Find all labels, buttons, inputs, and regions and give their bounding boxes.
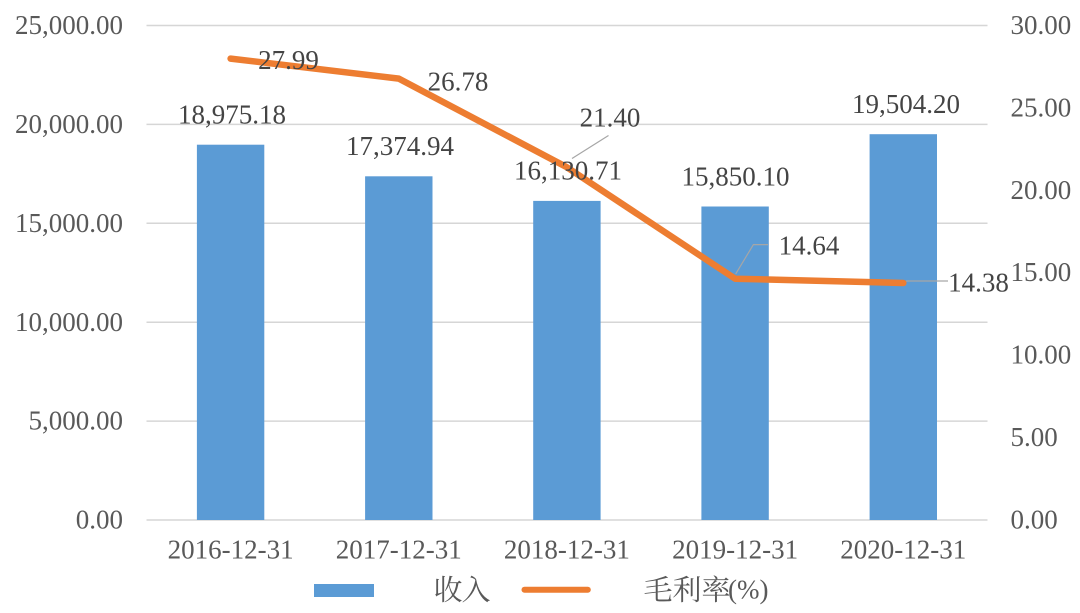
svg-text:15.00: 15.00	[1011, 257, 1072, 287]
svg-text:30.00: 30.00	[1011, 10, 1072, 40]
svg-text:20,000.00: 20,000.00	[15, 109, 123, 139]
svg-text:18,975.18: 18,975.18	[178, 100, 286, 130]
svg-text:5.00: 5.00	[1011, 422, 1058, 452]
svg-text:26.78: 26.78	[428, 67, 489, 97]
svg-text:25,000.00: 25,000.00	[15, 10, 123, 40]
svg-text:10,000.00: 10,000.00	[15, 307, 123, 337]
svg-text:20.00: 20.00	[1011, 175, 1072, 205]
svg-text:21.40: 21.40	[580, 103, 641, 133]
svg-text:14.38: 14.38	[948, 268, 1009, 298]
svg-text:19,504.20: 19,504.20	[852, 89, 960, 119]
svg-text:25.00: 25.00	[1011, 93, 1072, 123]
svg-text:0.00: 0.00	[76, 505, 123, 535]
svg-text:16,130.71: 16,130.71	[514, 156, 622, 186]
svg-text:15,850.10: 15,850.10	[682, 161, 790, 191]
svg-text:17,374.94: 17,374.94	[346, 131, 455, 161]
svg-text:27.99: 27.99	[258, 45, 319, 75]
svg-text:2020-12-31: 2020-12-31	[840, 535, 966, 565]
svg-text:10.00: 10.00	[1011, 340, 1072, 370]
svg-text:2018-12-31: 2018-12-31	[504, 535, 630, 565]
svg-text:2019-12-31: 2019-12-31	[672, 535, 798, 565]
svg-text:0.00: 0.00	[1011, 505, 1058, 535]
svg-text:2016-12-31: 2016-12-31	[168, 535, 294, 565]
svg-text:14.64: 14.64	[779, 231, 840, 261]
svg-text:2017-12-31: 2017-12-31	[336, 535, 462, 565]
svg-text:(%): (%)	[728, 575, 768, 605]
svg-text:5,000.00: 5,000.00	[29, 406, 124, 436]
svg-text:15,000.00: 15,000.00	[15, 208, 123, 238]
